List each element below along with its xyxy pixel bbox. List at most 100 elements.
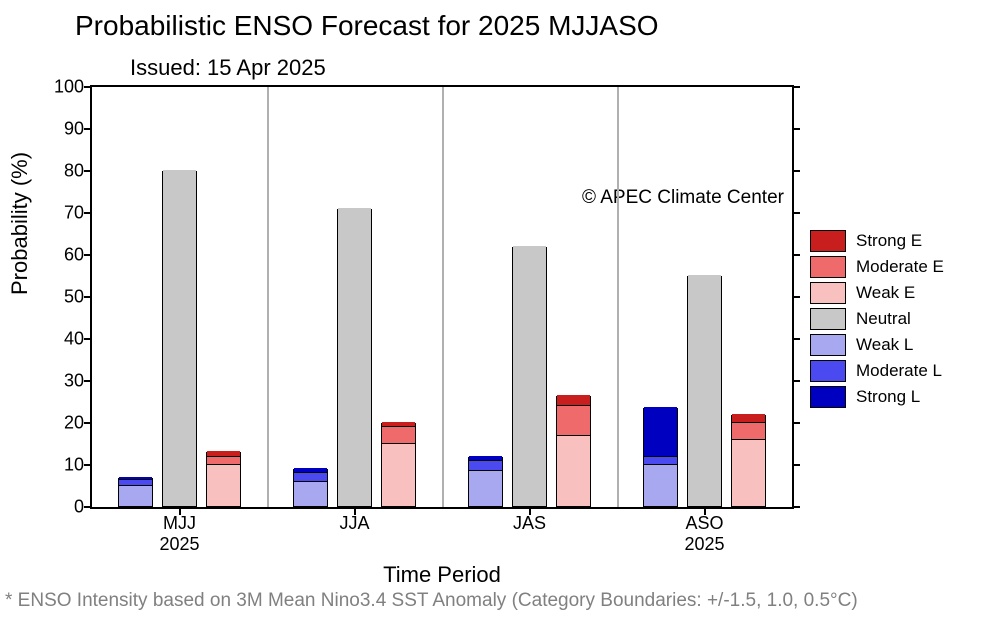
el-nino-bar xyxy=(731,415,766,507)
x-tick-period: JJA xyxy=(339,513,369,533)
neutral-bar xyxy=(337,209,372,507)
legend-item: Moderate E xyxy=(810,256,944,278)
legend-item: Weak L xyxy=(810,334,944,356)
y-tick-mark xyxy=(792,422,800,424)
legend-item: Moderate L xyxy=(810,360,944,382)
neutral-bar xyxy=(687,276,722,507)
footnote: * ENSO Intensity based on 3M Mean Nino3.… xyxy=(5,590,858,612)
la-nina-bar xyxy=(118,478,153,507)
bar-segment-weak_e xyxy=(732,439,765,506)
el-nino-bar xyxy=(206,452,241,507)
bar-segment-moderate_l xyxy=(119,479,152,485)
bar-segment-strong_l xyxy=(644,407,677,455)
bar-segment-strong_e xyxy=(557,395,590,406)
legend-label: Neutral xyxy=(856,309,911,329)
bar-segment-moderate_l xyxy=(644,456,677,464)
legend-label: Strong L xyxy=(856,387,920,407)
legend: Strong E Moderate E Weak E Neutral Weak L Mod… xyxy=(810,230,944,412)
legend-item: Strong L xyxy=(810,386,944,408)
credit-label: © APEC Climate Center xyxy=(582,187,784,209)
y-tick-label: 70 xyxy=(64,203,84,224)
bar-segment-strong_e xyxy=(382,422,415,426)
legend-swatch xyxy=(810,334,846,356)
bar-segment-neutral xyxy=(338,208,371,506)
bar-segment-strong_l xyxy=(469,456,502,460)
legend-label: Moderate L xyxy=(856,361,942,381)
plot-area: © APEC Climate Center Time Period 010203… xyxy=(90,85,794,509)
bar-segment-moderate_l xyxy=(469,460,502,471)
y-tick-mark xyxy=(84,128,92,130)
x-tick-mark xyxy=(704,507,706,515)
bar-segment-moderate_e xyxy=(732,422,765,439)
x-tick-label: JJA xyxy=(339,513,369,534)
legend-label: Moderate E xyxy=(856,257,944,277)
y-tick-label: 40 xyxy=(64,329,84,350)
x-tick-label: MJJ2025 xyxy=(159,513,199,554)
bar-segment-weak_e xyxy=(557,435,590,506)
y-tick-mark xyxy=(84,170,92,172)
bar-segment-strong_l xyxy=(294,468,327,472)
y-tick-label: 90 xyxy=(64,119,84,140)
legend-swatch xyxy=(810,386,846,408)
y-tick-mark xyxy=(792,296,800,298)
x-tick-mark xyxy=(179,507,181,515)
x-tick-year: 2025 xyxy=(159,534,199,554)
y-tick-label: 30 xyxy=(64,371,84,392)
y-tick-label: 60 xyxy=(64,245,84,266)
x-tick-year: 2025 xyxy=(684,534,724,554)
la-nina-bar xyxy=(643,408,678,507)
bar-segment-weak_l xyxy=(119,485,152,506)
bar-segment-weak_l xyxy=(294,481,327,506)
y-tick-mark xyxy=(84,254,92,256)
y-tick-mark xyxy=(84,212,92,214)
x-tick-period: JAS xyxy=(513,513,546,533)
x-axis-label: Time Period xyxy=(92,562,792,588)
issued-label: Issued: 15 Apr 2025 xyxy=(130,55,326,81)
bar-segment-moderate_l xyxy=(294,472,327,480)
y-tick-mark xyxy=(84,380,92,382)
bar-segment-moderate_e xyxy=(382,426,415,443)
el-nino-bar xyxy=(381,423,416,507)
bar-segment-neutral xyxy=(688,275,721,506)
neutral-bar xyxy=(512,247,547,507)
y-tick-mark xyxy=(792,380,800,382)
chart-title: Probabilistic ENSO Forecast for 2025 MJJ… xyxy=(75,10,659,42)
legend-label: Strong E xyxy=(856,231,922,251)
y-tick-mark xyxy=(792,170,800,172)
x-tick-mark xyxy=(529,507,531,515)
bar-segment-strong_l xyxy=(119,477,152,479)
bar-segment-weak_l xyxy=(644,464,677,506)
y-tick-label: 10 xyxy=(64,455,84,476)
legend-swatch xyxy=(810,256,846,278)
legend-label: Weak L xyxy=(856,335,913,355)
y-tick-mark xyxy=(84,464,92,466)
bar-segment-weak_e xyxy=(382,443,415,506)
y-tick-mark xyxy=(84,296,92,298)
legend-swatch xyxy=(810,282,846,304)
legend-item: Strong E xyxy=(810,230,944,252)
el-nino-bar xyxy=(556,396,591,507)
y-axis-label: Probability (%) xyxy=(7,152,33,295)
bar-segment-neutral xyxy=(513,246,546,506)
y-tick-mark xyxy=(84,86,92,88)
x-tick-mark xyxy=(354,507,356,515)
y-tick-mark xyxy=(792,128,800,130)
legend-label: Weak E xyxy=(856,283,915,303)
y-tick-mark xyxy=(792,506,800,508)
legend-item: Neutral xyxy=(810,308,944,330)
y-tick-mark xyxy=(84,422,92,424)
x-tick-label: JAS xyxy=(513,513,546,534)
bar-segment-moderate_e xyxy=(557,405,590,434)
legend-swatch xyxy=(810,360,846,382)
y-tick-label: 50 xyxy=(64,287,84,308)
x-tick-label: ASO2025 xyxy=(684,513,724,554)
group-divider xyxy=(617,87,619,507)
group-divider xyxy=(442,87,444,507)
la-nina-bar xyxy=(468,457,503,507)
neutral-bar xyxy=(162,171,197,507)
y-tick-mark xyxy=(792,338,800,340)
y-tick-mark xyxy=(792,254,800,256)
legend-swatch xyxy=(810,230,846,252)
legend-swatch xyxy=(810,308,846,330)
y-tick-label: 80 xyxy=(64,161,84,182)
